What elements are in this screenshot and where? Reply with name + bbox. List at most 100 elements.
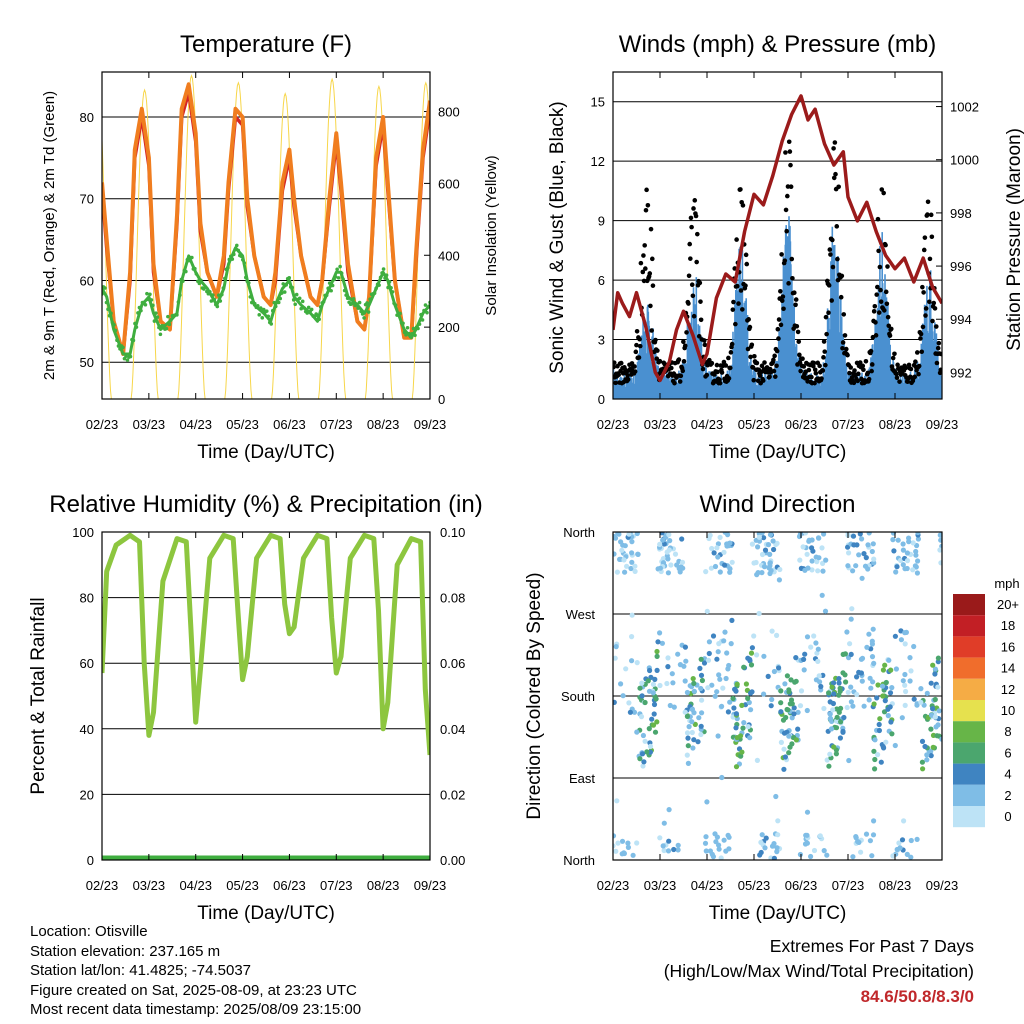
direction-point	[837, 688, 843, 694]
panel-2-ytick-label: 9	[598, 214, 605, 229]
dewpoint-point	[175, 313, 179, 317]
direction-point	[703, 569, 709, 575]
gust-point	[655, 348, 660, 353]
gust-point	[783, 207, 789, 213]
direction-point	[883, 739, 889, 745]
dewpoint-point	[158, 332, 163, 337]
dewpoint-point	[401, 321, 405, 326]
gust-point	[613, 360, 617, 366]
dewpoint-point	[167, 322, 172, 327]
direction-point	[613, 551, 617, 557]
direction-point	[651, 701, 658, 708]
direction-point	[698, 723, 704, 729]
gust-point	[830, 237, 835, 243]
direction-point	[714, 545, 720, 551]
dewpoint-point	[297, 296, 302, 301]
gust-point	[786, 139, 792, 145]
panel-1-xtick-label: 03/23	[133, 417, 166, 432]
direction-point	[934, 733, 940, 739]
direction-point	[943, 564, 948, 569]
gust-point	[913, 359, 918, 365]
direction-point	[714, 656, 720, 662]
direction-point	[801, 656, 807, 663]
direction-point	[771, 668, 778, 675]
dewpoint-point	[169, 318, 173, 322]
gust-point	[743, 283, 748, 288]
dewpoint-point	[342, 288, 347, 293]
direction-point	[899, 837, 906, 843]
gust-point	[927, 256, 933, 262]
dewpoint-point	[380, 271, 384, 275]
gust-point	[632, 364, 637, 369]
direction-point	[821, 848, 827, 854]
direction-point	[932, 696, 938, 703]
dewpoint-point	[246, 281, 251, 285]
direction-point	[776, 577, 783, 583]
gust-point	[918, 331, 924, 337]
direction-point	[861, 551, 867, 557]
gust-point	[783, 150, 788, 155]
direction-point	[887, 704, 893, 710]
direction-point	[844, 629, 850, 635]
dewpoint-point	[327, 281, 332, 285]
direction-point	[915, 532, 921, 536]
direction-point	[875, 752, 881, 758]
direction-point	[815, 535, 822, 541]
direction-point	[665, 655, 671, 661]
direction-point	[777, 566, 783, 573]
dewpoint-point	[410, 331, 414, 336]
direction-point	[705, 657, 712, 663]
direction-point	[767, 551, 773, 558]
dewpoint-point	[194, 272, 199, 276]
legend-label: 14	[1001, 661, 1015, 676]
direction-point	[722, 629, 728, 635]
gust-point	[875, 216, 881, 222]
legend-swatch	[953, 615, 985, 637]
direction-point	[704, 608, 710, 615]
direction-point	[671, 846, 677, 853]
direction-point	[761, 535, 767, 541]
direction-point	[856, 839, 862, 846]
direction-point	[887, 690, 894, 696]
direction-point	[827, 715, 834, 722]
direction-point	[908, 668, 914, 674]
direction-point	[733, 688, 739, 694]
latlon-text: Station lat/lon: 41.4825; -74.5037	[30, 962, 252, 979]
panel-1-xtick-label: 07/23	[320, 417, 353, 432]
direction-point	[748, 650, 755, 656]
gust-point	[824, 331, 829, 337]
direction-point	[701, 660, 708, 666]
panel-3-ytick-label: 80	[80, 591, 94, 606]
direction-point	[685, 743, 691, 749]
direction-point	[869, 548, 875, 555]
direction-point	[886, 657, 892, 663]
direction-point	[773, 793, 779, 800]
direction-point	[913, 564, 919, 570]
direction-point	[650, 690, 656, 696]
gust-point	[828, 252, 833, 257]
direction-point	[786, 750, 792, 756]
panel-1-xtick-label: 02/23	[86, 417, 119, 432]
direction-point	[871, 818, 877, 824]
direction-point	[699, 710, 705, 716]
direction-point	[870, 679, 876, 685]
gust-point	[895, 362, 900, 368]
direction-point	[786, 733, 792, 739]
direction-point	[821, 705, 827, 712]
direction-point	[720, 685, 726, 691]
direction-point	[639, 693, 645, 699]
gust-point	[874, 292, 880, 297]
panel-4-ytick-label: South	[561, 689, 595, 704]
dewpoint-point	[350, 301, 354, 306]
direction-point	[809, 558, 815, 564]
direction-point	[762, 547, 769, 553]
gust-point	[778, 288, 783, 294]
dewpoint-point	[197, 281, 202, 286]
direction-point	[890, 853, 896, 859]
direction-point	[817, 833, 823, 839]
panel-2-ytick-label: 12	[591, 154, 605, 169]
direction-point	[872, 737, 878, 743]
dewpoint-point	[258, 306, 263, 310]
direction-point	[891, 548, 897, 554]
legend-swatch	[953, 784, 985, 806]
